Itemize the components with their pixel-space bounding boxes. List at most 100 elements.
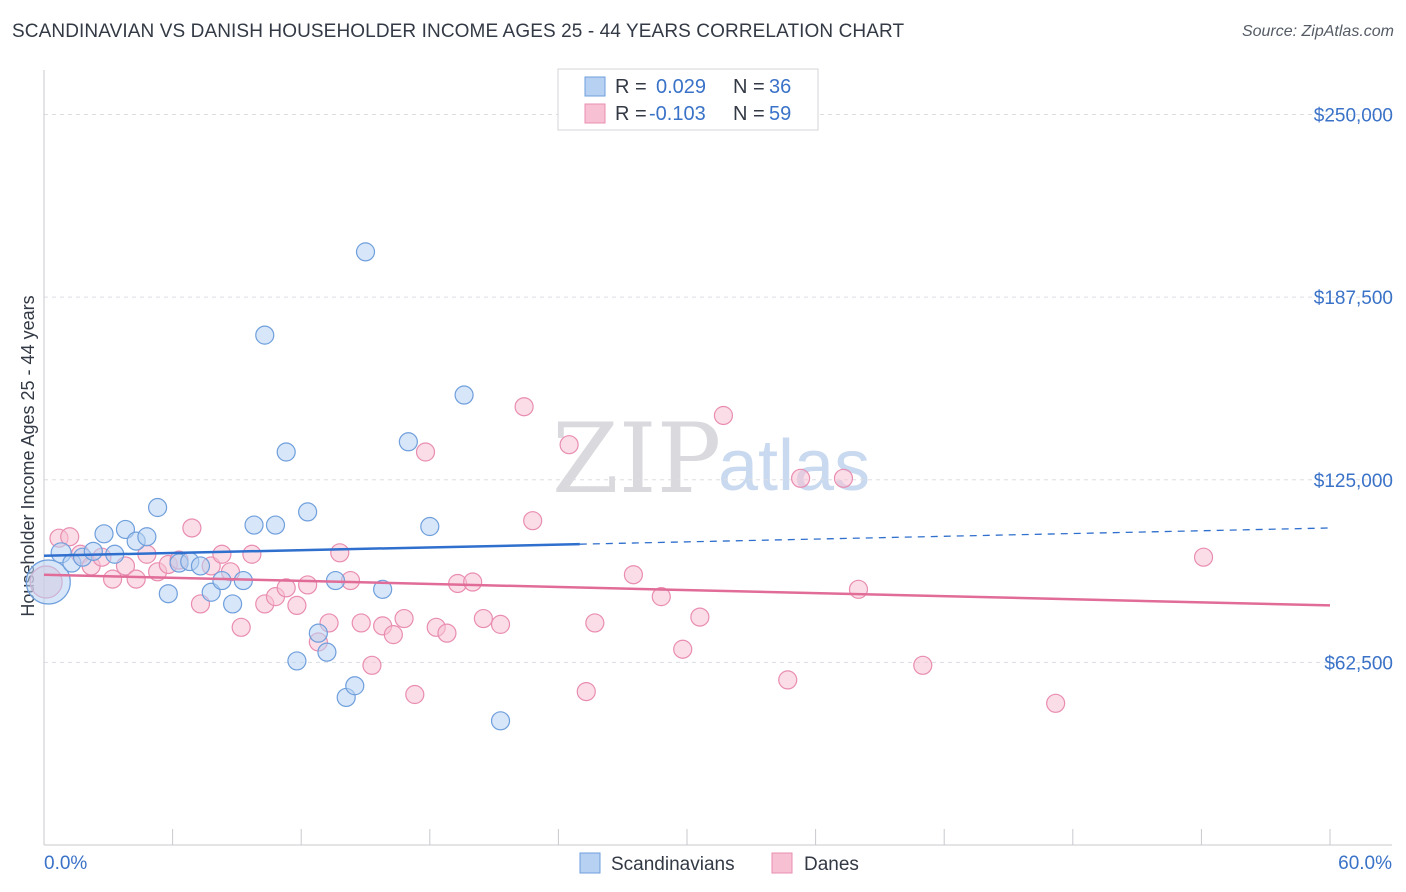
- scandinavians-point: [355, 242, 376, 262]
- scandinavians-point: [345, 676, 365, 696]
- scandinavians-point: [287, 651, 307, 671]
- watermark-zip: ZIP: [552, 403, 721, 515]
- scandinavians-point: [490, 711, 511, 731]
- legend-n-label-2: N =: [733, 103, 765, 125]
- y-tick-labels: $62,500 $125,000 $187,500 $250,000: [1314, 106, 1393, 675]
- y-axis-label: Householder Income Ages 25 - 44 years: [18, 295, 38, 616]
- legend-n-value-1: 36: [769, 76, 791, 98]
- scandinavians-point: [276, 442, 296, 462]
- legend-r-label-2: R =: [615, 103, 647, 125]
- bottom-legend-swatch-scandinavians: [579, 852, 601, 874]
- danes-point: [212, 544, 232, 564]
- scandinavians-points: [25, 242, 511, 731]
- danes-point: [833, 468, 854, 488]
- watermark: ZIP atlas: [552, 403, 870, 515]
- source-label: Source: ZipAtlas.com: [1241, 23, 1394, 40]
- scandinavians-point: [454, 385, 474, 405]
- scandinavians-point: [373, 579, 393, 599]
- x-tick-label-max: 60.0%: [1338, 853, 1392, 874]
- scandinavians-point: [265, 515, 286, 535]
- danes-point: [330, 543, 350, 563]
- danes-point: [463, 572, 483, 592]
- scandinavians-point: [298, 502, 318, 522]
- danes-point: [523, 511, 543, 531]
- scandinavians-point: [317, 642, 337, 662]
- danes-point: [473, 608, 493, 629]
- scandinavians-point: [158, 584, 178, 604]
- scandinavians-point: [137, 527, 157, 547]
- danes-point: [559, 435, 579, 455]
- danes-point: [576, 681, 596, 702]
- danes-point: [623, 565, 644, 585]
- danes-point: [690, 607, 710, 627]
- danes-point: [913, 655, 933, 675]
- bottom-legend: Scandinavians Danes: [579, 852, 859, 875]
- bottom-legend-swatch-danes: [771, 852, 793, 874]
- danes-point: [1193, 547, 1214, 567]
- danes-point: [415, 442, 436, 462]
- scandinavians-point: [212, 570, 232, 591]
- danes-point: [383, 625, 403, 645]
- danes-point: [713, 405, 734, 426]
- danes-point: [405, 684, 425, 705]
- scandinavians-point: [94, 524, 114, 544]
- scandinavians-point: [244, 515, 264, 535]
- legend: R = 0.029 N = 36 R = -0.103 N = 59: [557, 68, 819, 131]
- scandinavians-point: [255, 325, 275, 345]
- danes-point: [182, 518, 202, 538]
- danes-point: [287, 595, 307, 616]
- danes-point: [126, 569, 146, 589]
- danes-point: [298, 575, 318, 595]
- bottom-legend-label-danes: Danes: [804, 854, 859, 875]
- scandinavians-trend-dashed: [579, 527, 1331, 545]
- danes-point: [394, 608, 414, 629]
- legend-r-value-1: 0.029: [656, 76, 706, 98]
- danes-point: [60, 527, 80, 547]
- legend-swatch-scandinavians: [584, 76, 606, 97]
- legend-r-value-2: -0.103: [649, 103, 706, 125]
- danes-point: [651, 587, 671, 607]
- scandinavians-point: [420, 516, 440, 537]
- danes-point: [276, 578, 296, 598]
- danes-point: [673, 639, 693, 659]
- danes-point: [437, 623, 457, 643]
- y-tick-label: $187,500: [1314, 288, 1393, 309]
- watermark-atlas: atlas: [718, 426, 870, 506]
- danes-point: [848, 579, 869, 599]
- scandinavians-point: [147, 497, 168, 518]
- legend-r-label-1: R =: [615, 76, 647, 98]
- danes-point: [585, 613, 605, 633]
- danes-point: [778, 670, 798, 690]
- scandinavians-trend-solid: [43, 542, 580, 557]
- scandinavians-point: [190, 556, 211, 576]
- y-tick-label: $250,000: [1314, 106, 1393, 127]
- danes-point: [351, 613, 371, 633]
- legend-n-value-2: 59: [769, 103, 791, 125]
- danes-point: [490, 614, 511, 634]
- bottom-legend-label-scandinavians: Scandinavians: [611, 854, 735, 875]
- danes-point: [514, 397, 534, 417]
- y-tick-label: $62,500: [1324, 653, 1393, 674]
- danes-trend-solid: [43, 573, 1331, 607]
- axes: [43, 70, 1392, 846]
- legend-swatch-danes: [584, 103, 606, 124]
- trend-lines: [43, 527, 1331, 607]
- danes-point: [1046, 693, 1066, 713]
- scandinavians-point: [398, 432, 418, 452]
- chart-title: SCANDINAVIAN VS DANISH HOUSEHOLDER INCOM…: [12, 21, 905, 42]
- scandinavians-point: [223, 594, 243, 614]
- x-ticks: [43, 829, 1331, 845]
- legend-n-label-1: N =: [733, 76, 765, 98]
- danes-point: [231, 617, 251, 637]
- scandinavians-point: [83, 541, 103, 561]
- danes-point: [790, 468, 811, 488]
- scandinavians-point: [308, 623, 328, 643]
- gridlines: [44, 114, 1392, 663]
- x-tick-label-min: 0.0%: [44, 853, 87, 874]
- y-tick-label: $125,000: [1314, 471, 1393, 492]
- danes-point: [362, 655, 382, 675]
- danes-point: [242, 544, 262, 564]
- danes-point: [102, 569, 123, 589]
- scandinavians-point: [25, 559, 71, 605]
